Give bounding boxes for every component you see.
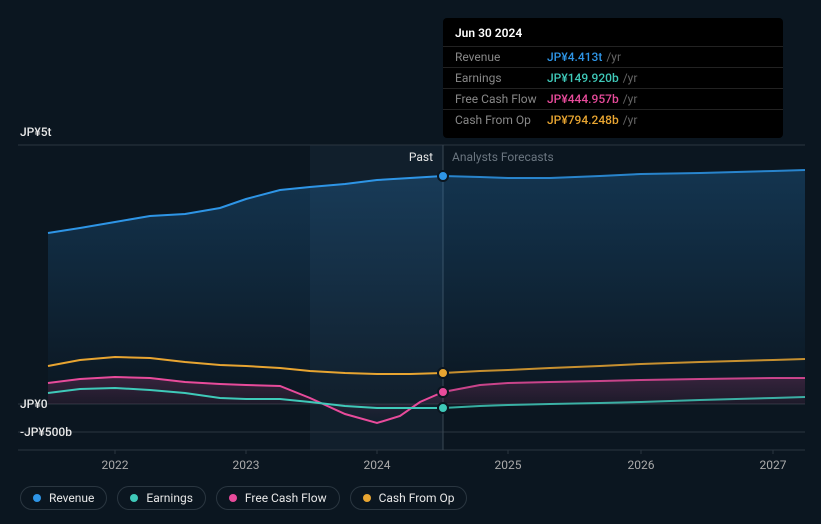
legend-dot-icon [363, 494, 371, 502]
legend-item[interactable]: Earnings [117, 486, 206, 510]
legend-dot-icon [229, 494, 237, 502]
x-axis-label: 2025 [495, 458, 522, 472]
tooltip-row: EarningsJP¥149.920b/yr [443, 67, 783, 88]
x-axis-label: 2026 [628, 458, 655, 472]
y-axis-label-top: JP¥5t [20, 125, 52, 139]
x-axis-label: 2027 [760, 458, 787, 472]
tooltip-date: Jun 30 2024 [443, 26, 783, 46]
phase-label-forecast: Analysts Forecasts [452, 150, 554, 164]
phase-label-past: Past [409, 150, 433, 164]
tooltip-row-suffix: /yr [623, 71, 638, 85]
tooltip-row: RevenueJP¥4.413t/yr [443, 46, 783, 67]
x-axis-label: 2023 [233, 458, 260, 472]
legend-label: Free Cash Flow [245, 491, 327, 505]
tooltip-row: Free Cash FlowJP¥444.957b/yr [443, 88, 783, 109]
tooltip-row-value: JP¥149.920b [547, 71, 619, 85]
legend-dot-icon [130, 494, 138, 502]
legend-dot-icon [33, 494, 41, 502]
tooltip-row-value: JP¥444.957b [547, 92, 619, 106]
tooltip-row-suffix: /yr [623, 92, 638, 106]
financial-chart: JP¥5t JP¥0 -JP¥500b Past Analysts Foreca… [0, 0, 821, 524]
y-axis-label-neg: -JP¥500b [20, 425, 72, 439]
legend-label: Cash From Op [379, 491, 455, 505]
x-axis-label: 2024 [364, 458, 391, 472]
y-axis-label-zero: JP¥0 [20, 397, 48, 411]
legend-item[interactable]: Cash From Op [350, 486, 468, 510]
tooltip-row-value: JP¥4.413t [547, 50, 602, 64]
tooltip-row-suffix: /yr [623, 113, 638, 127]
legend-item[interactable]: Free Cash Flow [216, 486, 340, 510]
tooltip-row-label: Earnings [455, 71, 547, 85]
tooltip-row-value: JP¥794.248b [547, 113, 619, 127]
legend-label: Revenue [49, 491, 94, 505]
tooltip-row-suffix: /yr [606, 50, 621, 64]
tooltip-row-label: Revenue [455, 50, 547, 64]
tooltip-row-label: Free Cash Flow [455, 92, 547, 106]
x-axis-label: 2022 [102, 458, 129, 472]
tooltip-row-label: Cash From Op [455, 113, 547, 127]
legend-item[interactable]: Revenue [20, 486, 107, 510]
legend-label: Earnings [146, 491, 193, 505]
tooltip-row: Cash From OpJP¥794.248b/yr [443, 109, 783, 130]
hover-tooltip: Jun 30 2024 RevenueJP¥4.413t/yrEarningsJ… [443, 18, 783, 138]
legend: Revenue Earnings Free Cash Flow Cash From O… [20, 486, 467, 510]
